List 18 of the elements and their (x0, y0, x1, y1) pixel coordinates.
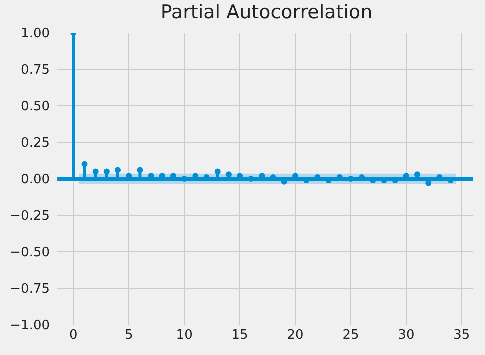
x-tick-label: 5 (124, 328, 134, 343)
x-tick-label: 10 (176, 328, 193, 343)
y-tick-label: −0.50 (10, 246, 50, 261)
y-tick-label: 1.00 (21, 26, 50, 42)
x-tick-label: 20 (287, 328, 304, 343)
y-tick-label: −0.25 (10, 209, 50, 224)
y-tick-label: 0.25 (21, 136, 50, 152)
y-tick-label: 0.50 (21, 100, 50, 115)
y-tick-label: 0.75 (21, 63, 50, 78)
x-tick-label: 25 (342, 328, 360, 343)
x-tick-label: 30 (398, 328, 415, 343)
y-tick-label: −0.75 (10, 282, 50, 298)
x-tick-label: 0 (70, 328, 78, 343)
y-tick-label: −1.00 (10, 318, 50, 334)
chart-title: Partial Autocorrelation (160, 2, 373, 24)
x-tick-label: 15 (232, 328, 248, 343)
x-tick-label: 35 (454, 328, 470, 343)
y-tick-label: 0.00 (21, 172, 50, 188)
